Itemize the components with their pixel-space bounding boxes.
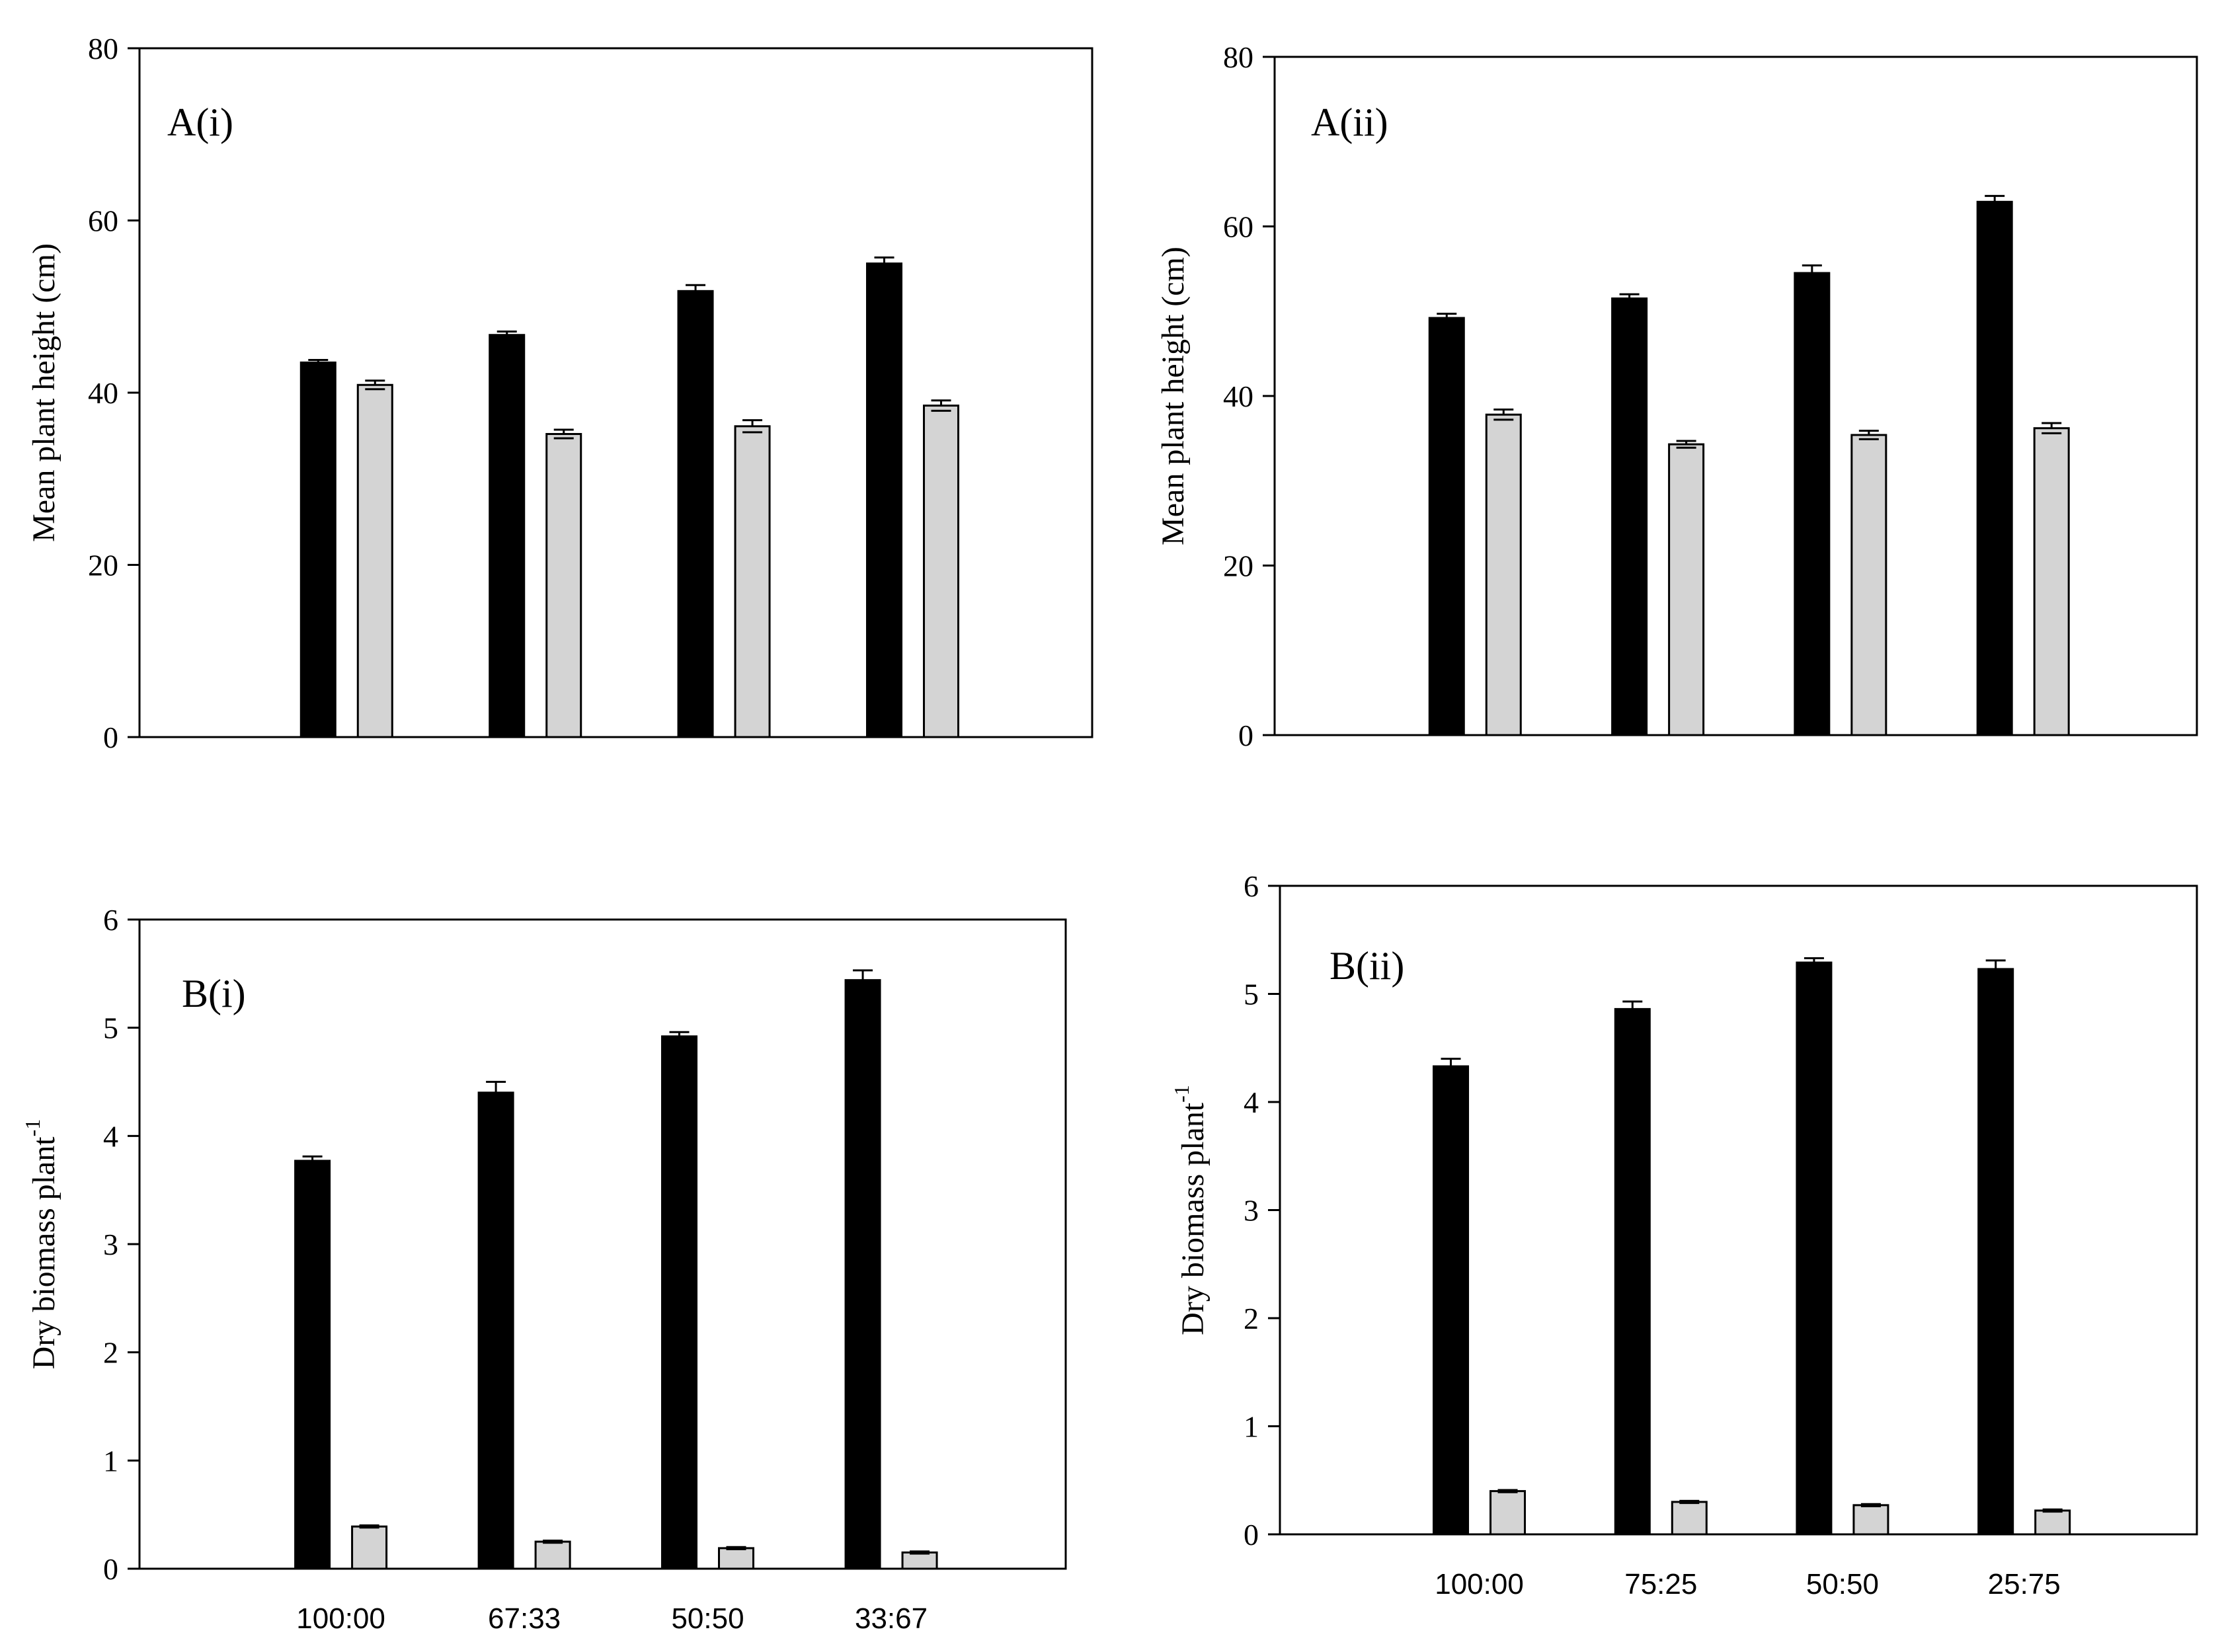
bar-dark-2	[1796, 961, 1833, 1536]
bar-light-1	[1668, 443, 1705, 736]
y-tick-label: 0	[103, 721, 118, 754]
y-axis-title-text: Dry biomass plant	[26, 1136, 61, 1370]
y-axis-title-text: Dry biomass plant	[1175, 1102, 1210, 1335]
x-category-label: 33:67	[855, 1602, 928, 1635]
bar-dark-1	[489, 334, 526, 738]
y-axis-title: Mean plant height (cm)	[26, 243, 61, 542]
y-tick-label: 60	[88, 204, 118, 238]
bar-dark-3	[844, 979, 881, 1570]
x-category-label: 50:50	[1806, 1568, 1879, 1600]
y-tick-label: 6	[1244, 869, 1259, 903]
x-category-label: 100:00	[296, 1602, 385, 1635]
y-tick-label: 20	[1223, 549, 1253, 583]
panel-a-ii: 0 20 40 60 80 Mean plant height (cm) A(ii)	[1156, 40, 2198, 752]
bar-light-3	[923, 405, 960, 738]
bar-light-2	[734, 425, 771, 738]
bar-dark-2	[661, 1035, 698, 1570]
y-tick-label: 3	[103, 1228, 118, 1261]
y-tick-label: 2	[1244, 1302, 1259, 1335]
plot-frame	[1279, 885, 2198, 1536]
bar-light-0	[1485, 413, 1522, 736]
y-tick-label: 1	[1244, 1410, 1259, 1444]
bar-dark-1	[1611, 297, 1648, 736]
y-tick-label: 80	[88, 32, 118, 65]
panel-title: A(ii)	[1311, 100, 1388, 144]
y-axis-title-text: Mean plant height (cm)	[26, 243, 61, 542]
bar-light-3	[2033, 427, 2070, 736]
bar-light-1	[534, 1540, 571, 1570]
y-axis-title-text: Mean plant height (cm)	[1156, 247, 1191, 545]
bar-light-1	[545, 433, 582, 738]
bar-light-0	[351, 1525, 388, 1570]
x-category-label: 25:75	[1988, 1568, 2061, 1600]
panel-title: A(i)	[167, 100, 233, 144]
y-axis-title: Dry biomass plant-1	[1170, 1085, 1210, 1335]
y-tick-label: 1	[103, 1444, 118, 1477]
bar-dark-2	[1794, 272, 1831, 736]
panel-a-i: 0 20 40 60 80 Mean plant height (cm) A(i)	[26, 32, 1093, 754]
bar-dark-0	[1428, 317, 1465, 736]
x-category-label: 75:25	[1624, 1568, 1697, 1600]
y-tick-label: 80	[1223, 40, 1253, 74]
bar-dark-3	[1976, 200, 2013, 736]
y-tick-label: 60	[1223, 210, 1253, 244]
y-tick-label: 20	[88, 549, 118, 582]
y-tick-label: 3	[1244, 1194, 1259, 1228]
y-tick-label: 5	[103, 1011, 118, 1045]
bar-light-3	[2034, 1509, 2071, 1536]
bar-dark-0	[1433, 1065, 1470, 1536]
plot-frame	[138, 918, 1067, 1570]
bar-dark-2	[677, 290, 714, 738]
y-axis-title: Mean plant height (cm)	[1156, 247, 1191, 545]
panel-b-i: 0 1 2 3 4 5 6 Dry biomass plant-1 B(i) 100:00 67:3…	[20, 903, 1067, 1635]
y-tick-label: 5	[1244, 978, 1259, 1011]
bar-dark-1	[1614, 1007, 1651, 1536]
x-category-label: 100:00	[1435, 1568, 1524, 1600]
y-tick-label: 4	[1244, 1085, 1259, 1119]
bar-dark-3	[1977, 968, 2014, 1536]
bar-dark-3	[866, 262, 903, 738]
y-tick-label: 4	[103, 1119, 118, 1153]
x-category-label: 67:33	[488, 1602, 561, 1635]
bar-dark-0	[294, 1160, 331, 1570]
y-tick-label: 40	[88, 376, 118, 410]
y-tick-label: 6	[103, 903, 118, 937]
y-axis-title: Dry biomass plant-1	[20, 1119, 61, 1370]
y-axis-title-superscript: -1	[20, 1119, 44, 1137]
x-category-label: 50:50	[671, 1602, 744, 1635]
bar-light-1	[1671, 1501, 1708, 1536]
panel-b-ii: 0 1 2 3 4 5 6 Dry biomass plant-1 B(ii) 100:00 75:…	[1170, 869, 2198, 1600]
bar-light-0	[356, 383, 393, 738]
bar-light-2	[718, 1547, 755, 1570]
bar-light-2	[1850, 434, 1887, 736]
y-axis-title-superscript: -1	[1170, 1085, 1193, 1103]
y-tick-label: 2	[103, 1336, 118, 1370]
y-tick-label: 0	[1238, 719, 1253, 752]
bar-dark-0	[299, 361, 337, 738]
panel-title: B(ii)	[1329, 944, 1404, 988]
bar-light-0	[1489, 1490, 1527, 1536]
y-tick-label: 40	[1223, 379, 1253, 413]
y-tick-label: 0	[103, 1552, 118, 1586]
panel-title: B(i)	[182, 972, 246, 1015]
bar-dark-1	[477, 1091, 514, 1570]
bar-light-3	[901, 1551, 938, 1570]
bar-light-2	[1852, 1504, 1889, 1536]
y-tick-label: 0	[1244, 1518, 1259, 1552]
